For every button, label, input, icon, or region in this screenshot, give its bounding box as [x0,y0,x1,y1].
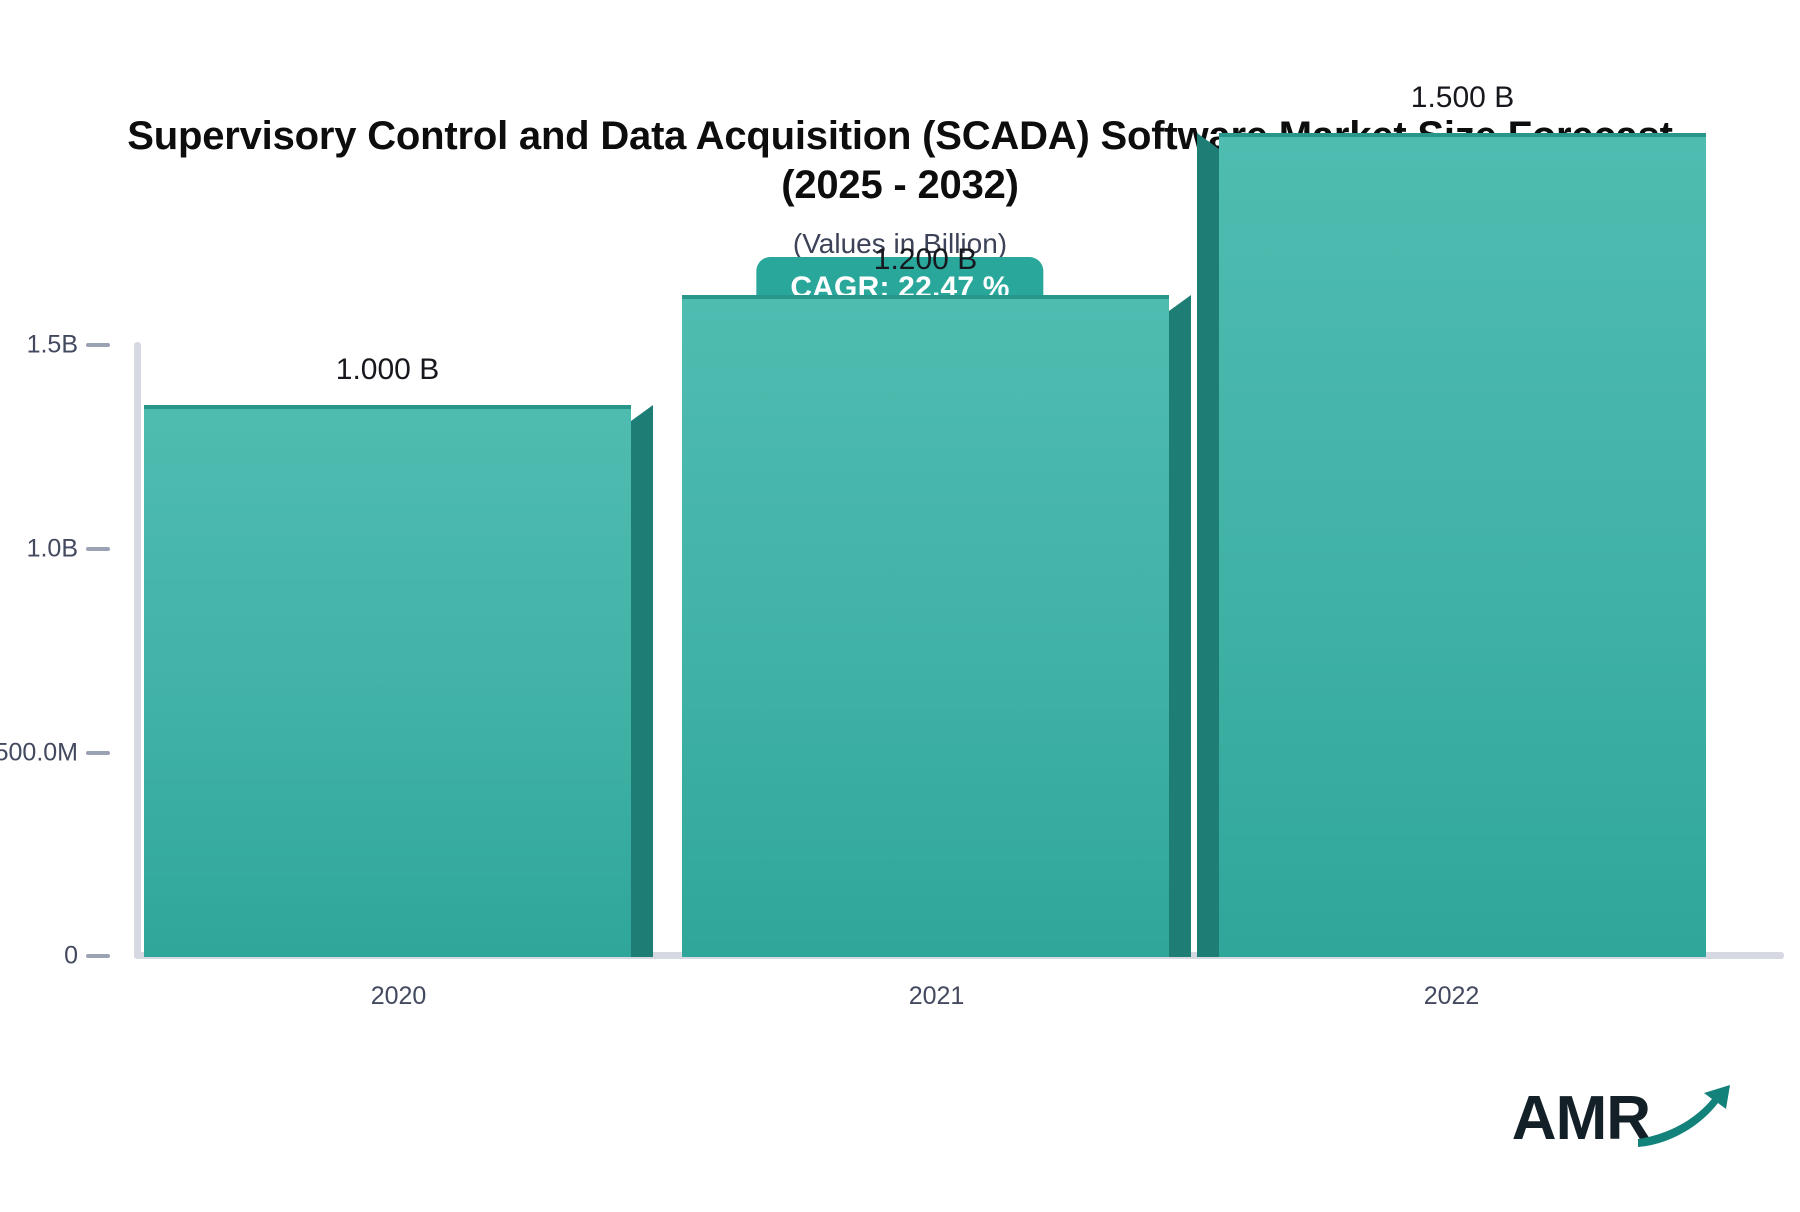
bar-2021[interactable]: 1.200 B [682,243,1191,957]
y-tick-mark [86,751,110,755]
bar-value-label: 1.000 B [335,353,440,386]
x-label-2020: 2020 [370,982,427,1010]
y-tick-label: 0 [64,941,78,970]
growth-arrow-icon [1634,1083,1742,1160]
y-tick-label: 1.5B [26,330,78,359]
bar-front-face [144,405,631,957]
y-tick-mark [86,343,110,347]
bar-front-face [682,295,1169,957]
bar-2020[interactable]: 1.000 B [144,353,653,957]
y-tick-label: 1.0B [26,534,78,563]
bar-side-face [1197,133,1219,957]
bar-value-label: 1.200 B [873,243,978,276]
bar-side-face [631,405,653,957]
y-tick-label: 500.0M [0,738,78,767]
y-axis-line [134,342,141,958]
bar-value-label: 1.500 B [1410,81,1515,114]
y-tick-mark [86,954,110,958]
amr-logo: AMR [1512,1083,1742,1154]
bar-front-face [1219,133,1706,957]
bar-side-face [1169,295,1191,957]
logo-text: AMR [1511,1083,1651,1153]
chart-subtitle: (Values in Billion) [792,227,1008,259]
x-label-2022: 2022 [1423,982,1480,1010]
x-label-2021: 2021 [908,982,965,1010]
chart-title-line-2: (2025 - 2032) [781,162,1019,207]
y-tick-mark [86,547,110,551]
bar-2022[interactable]: 1.500 B [1197,81,1706,957]
